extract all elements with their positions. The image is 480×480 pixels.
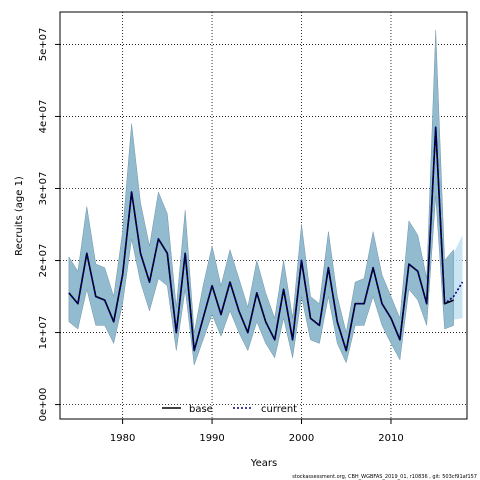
- legend-label-current: current: [261, 404, 297, 415]
- legend-label-base: base: [189, 404, 213, 415]
- legend: base current: [162, 404, 297, 415]
- series-lines: [68, 126, 464, 352]
- y-axis-title: Recruits (age 1): [14, 176, 25, 256]
- plot-frame: [59, 11, 468, 420]
- y-tick-label: 4e+07: [38, 100, 49, 134]
- y-tick-label: 3e+07: [38, 172, 49, 206]
- confidence-band-base: [68, 29, 454, 366]
- axes: 1980 1990 2000 2010 0e+00 1e+07 2e+07 3e+07 4e+0…: [38, 11, 468, 444]
- x-tick-label: 1980: [110, 433, 135, 444]
- confidence-bands: [68, 29, 463, 366]
- x-tick-label: 2010: [378, 433, 403, 444]
- x-tick-label: 1990: [199, 433, 224, 444]
- x-axis-title: Years: [250, 458, 277, 469]
- y-tick-label: 0e+00: [38, 388, 49, 422]
- footer-credit: stockassessment.org, CBH_WGBFAS_2019_01,…: [292, 474, 477, 480]
- y-tick-label: 1e+07: [38, 316, 49, 350]
- grid-lines: [60, 12, 467, 419]
- y-tick-label: 2e+07: [38, 244, 49, 278]
- y-tick-label: 5e+07: [38, 28, 49, 62]
- x-tick-label: 2000: [289, 433, 314, 444]
